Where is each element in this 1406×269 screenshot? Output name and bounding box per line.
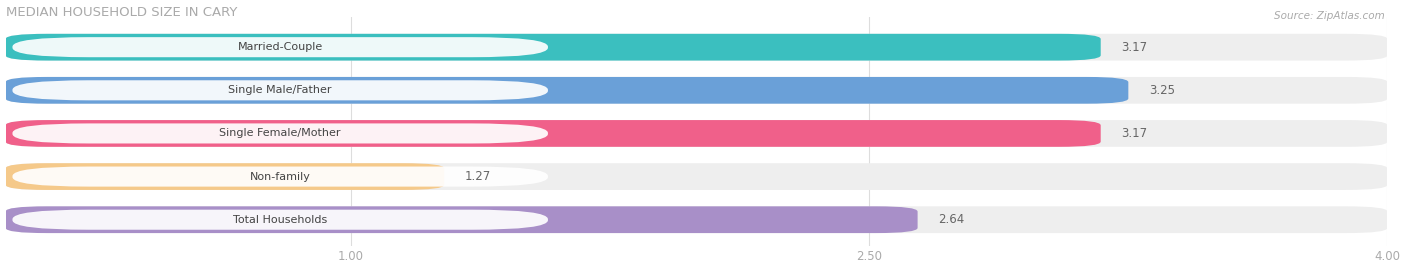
Text: 3.17: 3.17 [1122,41,1147,54]
Text: Married-Couple: Married-Couple [238,42,323,52]
FancyBboxPatch shape [6,206,918,233]
FancyBboxPatch shape [6,163,444,190]
Text: Source: ZipAtlas.com: Source: ZipAtlas.com [1274,11,1385,21]
FancyBboxPatch shape [13,167,548,187]
FancyBboxPatch shape [13,123,548,143]
Text: MEDIAN HOUSEHOLD SIZE IN CARY: MEDIAN HOUSEHOLD SIZE IN CARY [6,6,238,19]
FancyBboxPatch shape [6,120,1388,147]
Text: Non-family: Non-family [250,172,311,182]
FancyBboxPatch shape [13,80,548,100]
FancyBboxPatch shape [13,210,548,230]
FancyBboxPatch shape [6,34,1101,61]
FancyBboxPatch shape [6,120,1101,147]
Text: 3.25: 3.25 [1149,84,1175,97]
Text: 2.64: 2.64 [938,213,965,226]
Text: Single Male/Father: Single Male/Father [228,85,332,95]
FancyBboxPatch shape [6,206,1388,233]
Text: Total Households: Total Households [233,215,328,225]
Text: 1.27: 1.27 [465,170,491,183]
Text: Single Female/Mother: Single Female/Mother [219,128,342,139]
FancyBboxPatch shape [13,37,548,57]
FancyBboxPatch shape [6,77,1129,104]
Text: 3.17: 3.17 [1122,127,1147,140]
FancyBboxPatch shape [6,34,1388,61]
FancyBboxPatch shape [6,163,1388,190]
FancyBboxPatch shape [6,77,1388,104]
